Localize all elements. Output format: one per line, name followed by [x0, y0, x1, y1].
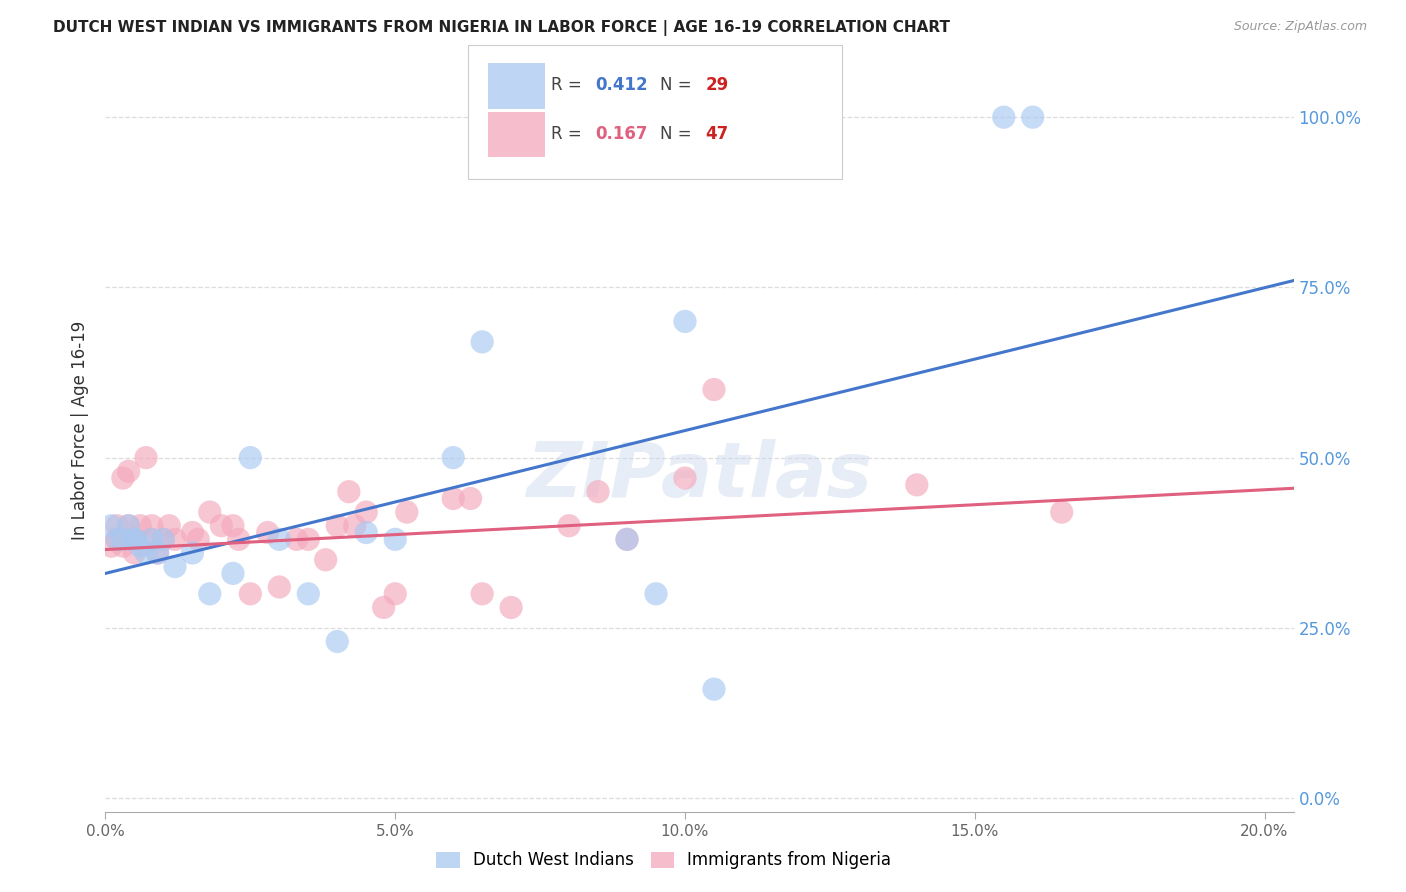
Point: [117, 518, 139, 533]
Point: [993, 110, 1015, 124]
Point: [315, 553, 337, 567]
Point: [645, 587, 668, 601]
Point: [285, 533, 308, 547]
Point: [673, 314, 696, 328]
Text: 29: 29: [706, 76, 728, 94]
Point: [152, 533, 174, 547]
Point: [373, 600, 395, 615]
Point: [117, 464, 139, 478]
Legend: Dutch West Indians, Immigrants from Nigeria: Dutch West Indians, Immigrants from Nige…: [430, 845, 898, 876]
Point: [703, 383, 725, 397]
Point: [100, 539, 122, 553]
Text: DUTCH WEST INDIAN VS IMMIGRANTS FROM NIGERIA IN LABOR FORCE | AGE 16-19 CORRELAT: DUTCH WEST INDIAN VS IMMIGRANTS FROM NIG…: [53, 20, 950, 36]
Point: [198, 587, 221, 601]
Text: N =: N =: [661, 125, 697, 143]
Point: [129, 518, 152, 533]
Text: R =: R =: [551, 76, 586, 94]
Point: [441, 450, 464, 465]
Point: [111, 533, 134, 547]
Text: 47: 47: [706, 125, 728, 143]
Point: [124, 546, 146, 560]
Point: [141, 518, 163, 533]
Point: [198, 505, 221, 519]
Text: Source: ZipAtlas.com: Source: ZipAtlas.com: [1233, 20, 1367, 33]
Point: [187, 533, 209, 547]
Point: [135, 546, 157, 560]
Point: [269, 533, 291, 547]
Point: [256, 525, 278, 540]
Point: [673, 471, 696, 485]
Point: [297, 533, 319, 547]
Text: N =: N =: [661, 76, 697, 94]
Point: [905, 478, 928, 492]
Point: [558, 518, 581, 533]
Point: [384, 587, 406, 601]
Point: [124, 533, 146, 547]
Point: [354, 505, 377, 519]
Point: [1022, 110, 1045, 124]
Point: [616, 533, 638, 547]
Text: 0.167: 0.167: [595, 125, 647, 143]
Point: [100, 518, 122, 533]
Point: [269, 580, 291, 594]
Point: [384, 533, 406, 547]
Point: [441, 491, 464, 506]
Point: [181, 546, 204, 560]
Point: [129, 539, 152, 553]
Point: [117, 518, 139, 533]
Point: [163, 533, 186, 547]
Point: [616, 533, 638, 547]
Point: [163, 559, 186, 574]
Point: [297, 587, 319, 601]
FancyBboxPatch shape: [488, 62, 546, 109]
Point: [501, 600, 523, 615]
Point: [222, 518, 245, 533]
Point: [124, 533, 146, 547]
Point: [326, 518, 349, 533]
FancyBboxPatch shape: [468, 45, 842, 178]
Point: [343, 518, 366, 533]
Point: [239, 587, 262, 601]
Point: [157, 518, 180, 533]
Point: [209, 518, 232, 533]
Point: [471, 334, 494, 349]
Point: [141, 533, 163, 547]
Y-axis label: In Labor Force | Age 16-19: In Labor Force | Age 16-19: [72, 321, 90, 540]
Point: [111, 539, 134, 553]
Text: ZIPatlas: ZIPatlas: [526, 439, 873, 513]
Point: [181, 525, 204, 540]
Text: 0.412: 0.412: [595, 76, 648, 94]
Point: [703, 682, 725, 697]
Point: [146, 546, 169, 560]
Point: [354, 525, 377, 540]
Point: [105, 533, 128, 547]
Point: [141, 533, 163, 547]
Point: [460, 491, 482, 506]
Point: [111, 471, 134, 485]
Point: [239, 450, 262, 465]
Point: [124, 533, 146, 547]
Point: [471, 587, 494, 601]
Point: [135, 450, 157, 465]
Point: [146, 546, 169, 560]
Point: [326, 634, 349, 648]
Point: [337, 484, 360, 499]
Point: [105, 518, 128, 533]
Point: [586, 484, 609, 499]
Point: [222, 566, 245, 581]
Point: [105, 533, 128, 547]
Point: [228, 533, 250, 547]
Point: [152, 533, 174, 547]
Text: R =: R =: [551, 125, 586, 143]
Point: [1050, 505, 1073, 519]
FancyBboxPatch shape: [488, 112, 546, 157]
Point: [395, 505, 418, 519]
